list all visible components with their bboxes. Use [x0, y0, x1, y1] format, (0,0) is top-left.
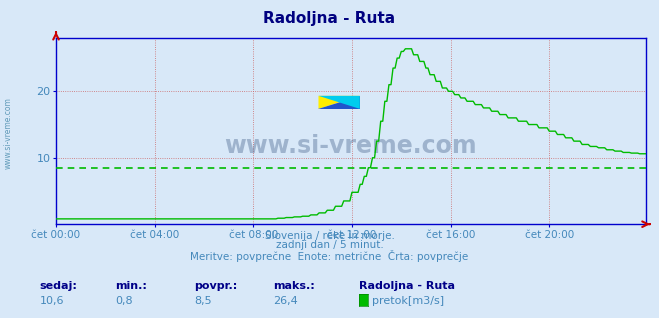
Text: www.si-vreme.com: www.si-vreme.com: [225, 134, 477, 158]
Text: zadnji dan / 5 minut.: zadnji dan / 5 minut.: [275, 240, 384, 250]
Text: 10,6: 10,6: [40, 296, 64, 306]
Text: www.si-vreme.com: www.si-vreme.com: [3, 98, 13, 169]
Text: Radoljna - Ruta: Radoljna - Ruta: [264, 11, 395, 26]
Text: 26,4: 26,4: [273, 296, 299, 306]
Text: pretok[m3/s]: pretok[m3/s]: [372, 296, 444, 306]
Text: maks.:: maks.:: [273, 281, 315, 291]
Text: 0,8: 0,8: [115, 296, 133, 306]
Text: Meritve: povprečne  Enote: metrične  Črta: povprečje: Meritve: povprečne Enote: metrične Črta:…: [190, 250, 469, 262]
Polygon shape: [318, 96, 360, 109]
Text: Radoljna - Ruta: Radoljna - Ruta: [359, 281, 455, 291]
Text: min.:: min.:: [115, 281, 147, 291]
Text: 8,5: 8,5: [194, 296, 212, 306]
Polygon shape: [318, 96, 360, 109]
Text: povpr.:: povpr.:: [194, 281, 238, 291]
Text: sedaj:: sedaj:: [40, 281, 77, 291]
Polygon shape: [318, 96, 360, 109]
Text: Slovenija / reke in morje.: Slovenija / reke in morje.: [264, 231, 395, 240]
